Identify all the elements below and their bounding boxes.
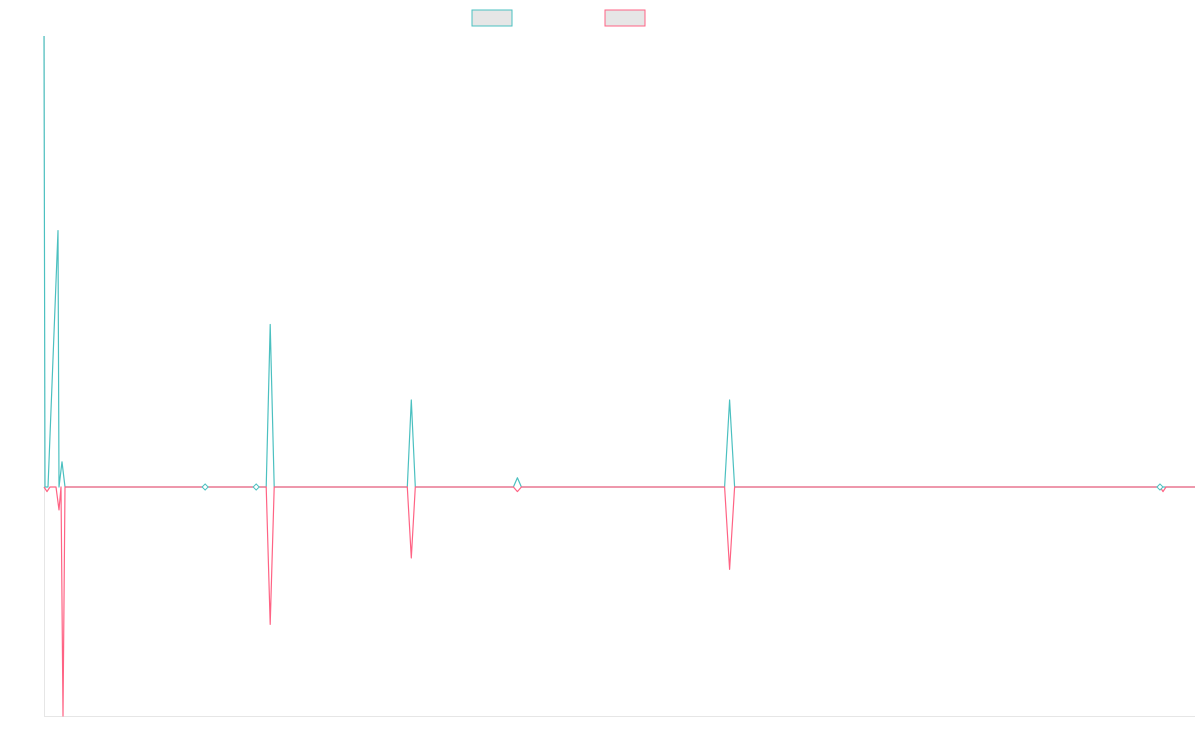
data-point-marker-1[interactable] <box>201 483 209 491</box>
marker-layer <box>201 483 1164 491</box>
series-line-a[interactable] <box>43 35 1195 488</box>
series-line-b[interactable] <box>43 486 1195 717</box>
legend-swatch-series-a[interactable] <box>471 9 513 27</box>
legend-swatch-series-b[interactable] <box>604 9 646 27</box>
data-point-marker-2[interactable] <box>252 483 260 491</box>
series-layer <box>43 35 1195 717</box>
data-point-marker-3[interactable] <box>1156 483 1164 491</box>
